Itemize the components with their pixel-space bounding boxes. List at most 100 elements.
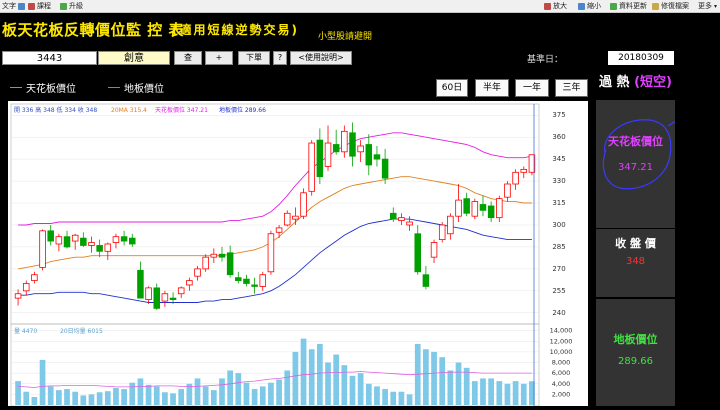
volume-bar <box>104 391 111 405</box>
volume-bar <box>170 393 176 405</box>
candle-body <box>471 201 479 217</box>
small-cap-warning-link[interactable]: 小型股請避開 <box>318 32 373 42</box>
toolbar-course-button[interactable]: 課程 <box>28 1 51 11</box>
volume-tick-label: 2,000 <box>552 390 571 398</box>
candle-body <box>438 224 446 241</box>
text-icon <box>18 2 25 10</box>
volume-bar <box>431 351 437 405</box>
volume-bar <box>268 382 274 405</box>
ceiling-panel: 天花板價位 347.21 <box>596 100 675 228</box>
candle-body <box>22 283 30 292</box>
volume-tick-label: 6,000 <box>552 369 571 377</box>
volume-bar <box>496 381 503 405</box>
ceiling-line <box>18 132 532 226</box>
volume-bar <box>463 367 470 405</box>
candle-body <box>398 217 405 221</box>
volume-bar <box>333 354 340 405</box>
repair-icon <box>652 2 659 10</box>
legend-floor-label: 地板價位 <box>124 84 164 95</box>
legend-ceiling-label: 天花板價位 <box>26 84 76 95</box>
volume-tick-label: 8,000 <box>552 359 571 367</box>
floor-line-swatch <box>108 87 120 88</box>
candle-body <box>80 237 87 246</box>
add-button[interactable]: + <box>205 51 233 65</box>
period-half-year-button[interactable]: 半年 <box>475 79 509 97</box>
candle-body <box>324 142 332 167</box>
toolbar-zoom-out-button[interactable]: 縮小 <box>578 1 601 11</box>
manual-button[interactable]: <使用說明> <box>290 51 352 65</box>
candle-body <box>177 287 185 295</box>
volume-bar <box>529 381 535 405</box>
candle-body <box>487 205 495 219</box>
toolbar-zoom-in-button[interactable]: 放大 <box>544 1 567 11</box>
toolbar-upgrade-button[interactable]: 升級 <box>60 1 83 11</box>
volume-bar <box>56 390 62 405</box>
volume-bar <box>439 357 446 405</box>
help-button[interactable]: ? <box>273 51 287 65</box>
volume-bar <box>398 391 405 405</box>
volume-tick-label: 14,000 <box>550 327 573 335</box>
volume-tick-label: 12,000 <box>550 337 573 345</box>
volume-bar <box>341 365 348 405</box>
panel-mode-header: 過 熱 (短空) <box>596 68 675 98</box>
candle-body <box>463 198 470 214</box>
candle-body <box>357 145 364 153</box>
candle-body <box>55 236 63 245</box>
volume-bar <box>480 378 486 405</box>
candle-body <box>275 227 283 233</box>
more-label: 更多 <box>698 2 712 10</box>
page-title: 板天花板反轉價位監 控 表 <box>2 21 184 39</box>
candle-body <box>300 192 307 217</box>
volume-bar <box>325 362 331 405</box>
close-panel-label: 收 盤 價 <box>615 237 656 250</box>
price-chart[interactable]: 375 360 345 330 315 300 285 270 255 240 14,000 12,0… <box>8 101 588 407</box>
volume-bar <box>317 343 323 405</box>
volume-bar <box>471 381 478 405</box>
candle-body <box>194 268 201 277</box>
toolbar-more-button[interactable]: 更多 ▾ <box>698 1 717 11</box>
volume-bar <box>292 351 299 405</box>
candle-body <box>251 284 258 287</box>
refresh-icon <box>610 2 617 10</box>
toolbar-text-button[interactable]: 文字 <box>2 1 25 11</box>
price-tick-label: 375 <box>552 111 565 119</box>
toolbar-repair-button[interactable]: 修復檔案 <box>652 1 689 11</box>
candle-body <box>88 242 95 246</box>
volume-bar <box>259 386 266 405</box>
period-one-year-button[interactable]: 一年 <box>515 79 549 97</box>
candle-body <box>283 212 291 226</box>
base-date-value: 20180309 <box>608 51 674 65</box>
ceiling-line-swatch <box>10 87 22 88</box>
candle-body <box>31 274 38 281</box>
period-three-year-button[interactable]: 三年 <box>555 79 588 97</box>
volume-bar <box>64 389 70 405</box>
volume-bar <box>357 373 364 405</box>
close-panel: 收 盤 價 348 <box>596 229 675 297</box>
ceiling-panel-value: 347.21 <box>618 162 653 173</box>
repair-label: 修復檔案 <box>661 2 689 10</box>
mode-prefix: 過 熱 <box>599 75 630 90</box>
toolbar-refresh-button[interactable]: 資料更新 <box>610 1 647 11</box>
stock-code-input[interactable]: 3443 <box>2 51 97 65</box>
volume-bar <box>121 389 127 405</box>
stock-name-field: 創意 <box>98 51 170 65</box>
volume-bar <box>488 378 494 405</box>
candle-body <box>496 198 503 219</box>
volume-ma-readout: 20日均量 6015 <box>60 327 103 335</box>
floor-line <box>18 218 532 303</box>
candle-body <box>63 236 71 248</box>
candle-body <box>332 144 340 153</box>
zoom-out-label: 縮小 <box>587 2 601 10</box>
price-tick-label: 315 <box>552 199 565 207</box>
zoom-out-icon <box>578 2 585 10</box>
volume-bar <box>512 381 519 405</box>
query-button[interactable]: 查 <box>174 51 202 65</box>
volume-bar <box>455 362 462 405</box>
volume-bar <box>96 392 103 405</box>
floor-panel-label: 地板價位 <box>613 333 658 346</box>
order-button[interactable]: 下單 <box>238 51 270 65</box>
volume-bar <box>243 382 250 405</box>
period-60d-button[interactable]: 60日 <box>436 79 468 97</box>
mode-short: (短空) <box>634 75 672 90</box>
volume-bar <box>23 391 30 405</box>
